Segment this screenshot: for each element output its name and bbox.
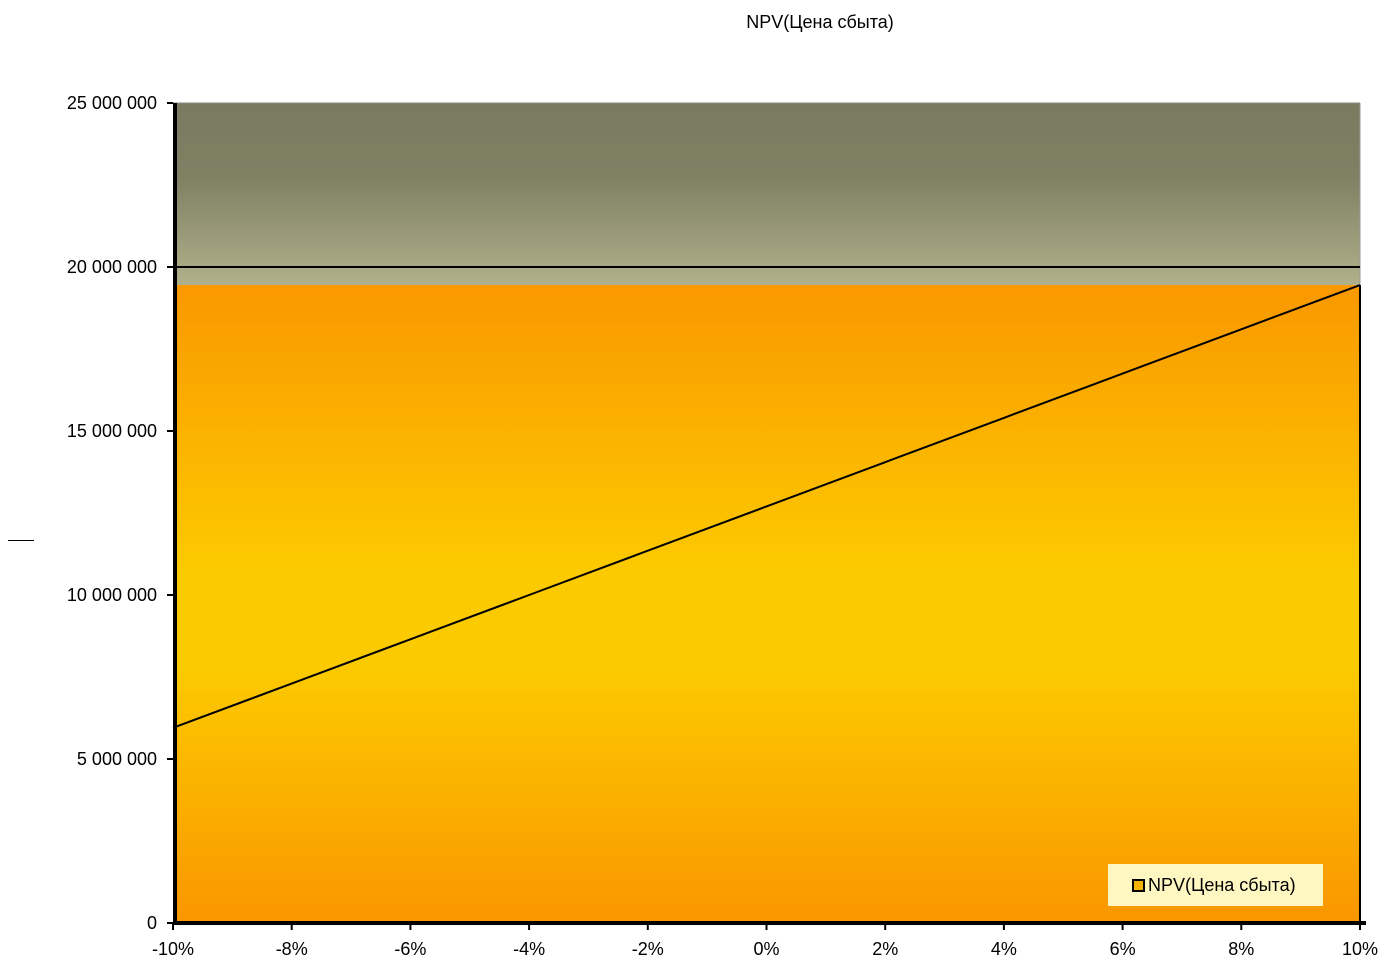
x-tick-label: -2% bbox=[632, 939, 664, 959]
y-tick-label: 10 000 000 bbox=[67, 585, 157, 605]
series-line bbox=[172, 284, 1361, 729]
x-tick-label: 0% bbox=[753, 939, 779, 959]
x-tick-label: -10% bbox=[152, 939, 194, 959]
legend: NPV(Цена сбыта) bbox=[1108, 864, 1323, 906]
x-tick-label: 10% bbox=[1342, 939, 1378, 959]
y-tick-label: 5 000 000 bbox=[77, 749, 157, 769]
legend-label: NPV(Цена сбыта) bbox=[1148, 874, 1296, 895]
chart-title: NPV(Цена сбыта) bbox=[746, 12, 894, 32]
x-tick-label: -8% bbox=[276, 939, 308, 959]
y-tick-label: 15 000 000 bbox=[67, 421, 157, 441]
y-tick-label: 0 bbox=[147, 913, 157, 933]
x-tick-label: 4% bbox=[991, 939, 1017, 959]
x-tick-label: -6% bbox=[394, 939, 426, 959]
lower-area bbox=[173, 285, 1360, 923]
x-tick-label: 2% bbox=[872, 939, 898, 959]
x-tick-label: 6% bbox=[1110, 939, 1136, 959]
x-tick-label: -4% bbox=[513, 939, 545, 959]
upper-band bbox=[173, 103, 1360, 286]
legend-swatch bbox=[1132, 878, 1145, 892]
x-tick-label: 8% bbox=[1228, 939, 1254, 959]
y-tick-label: 25 000 000 bbox=[67, 93, 157, 113]
axis-stub bbox=[8, 540, 34, 541]
y-tick-label: 20 000 000 bbox=[67, 257, 157, 277]
